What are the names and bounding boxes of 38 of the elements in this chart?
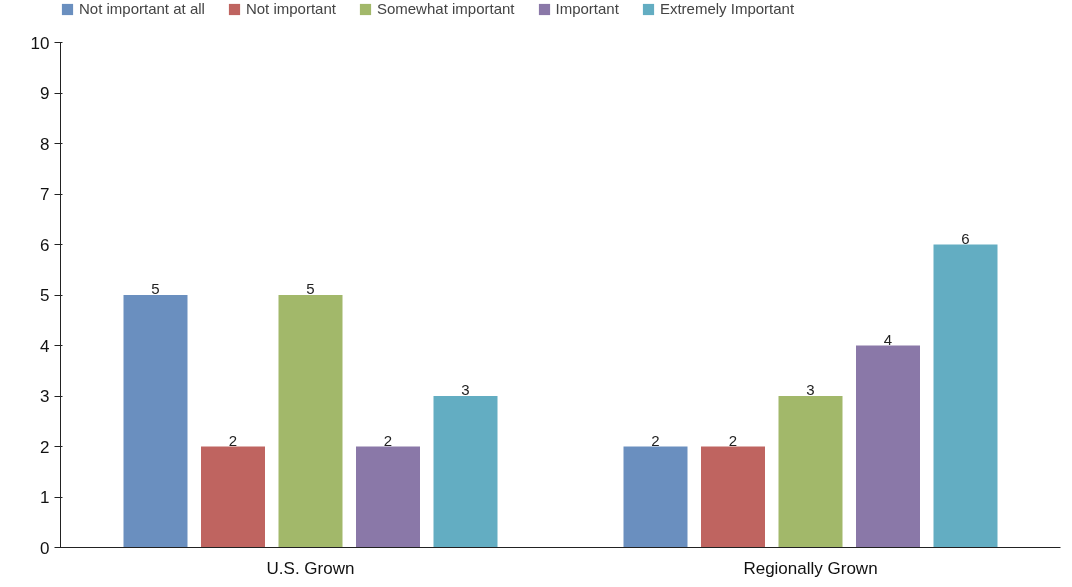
legend-label: Important [555, 0, 619, 17]
bar [778, 396, 843, 548]
data-label: 2 [383, 431, 393, 449]
y-tick-label: 5 [40, 286, 50, 305]
y-tick-label: 10 [30, 33, 50, 53]
bar [356, 446, 420, 548]
y-tick-label: 2 [40, 437, 50, 457]
x-tick-label: Regionally Grown [743, 558, 878, 578]
bar [856, 345, 920, 548]
y-tick-label: 3 [40, 387, 50, 406]
data-label: 5 [151, 280, 160, 297]
y-tick-label: 8 [40, 134, 50, 154]
y-tick-label: 7 [40, 185, 50, 204]
y-tick-label: 0 [40, 538, 50, 558]
data-label: 6 [961, 229, 970, 247]
bar [701, 446, 765, 548]
data-label: 3 [461, 381, 470, 398]
bar [201, 446, 265, 548]
bar [123, 295, 188, 548]
data-label: 2 [228, 431, 238, 449]
legend-label: Not important at all [79, 0, 205, 17]
legend-label: Not important [245, 0, 336, 17]
data-label: 4 [883, 330, 893, 348]
bar [278, 295, 343, 548]
data-label: 5 [306, 280, 315, 297]
data-label: 2 [728, 431, 738, 449]
y-tick-label: 9 [40, 84, 50, 103]
data-label: 3 [806, 381, 815, 398]
bar [623, 446, 688, 548]
y-tick-label: 1 [40, 488, 50, 507]
legend-label: Extremely Important [659, 0, 795, 17]
bar [433, 396, 498, 548]
y-tick-label: 6 [40, 235, 50, 255]
bar [933, 244, 998, 548]
legend-label: Somewhat important [376, 0, 515, 17]
data-label: 2 [651, 431, 660, 449]
x-tick-label: U.S. Grown [266, 558, 355, 578]
y-tick-label: 4 [40, 336, 50, 356]
